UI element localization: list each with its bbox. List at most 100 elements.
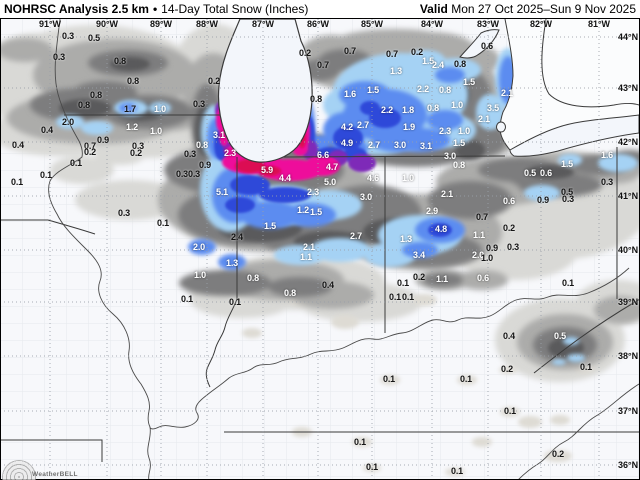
snow-total-value: 1.7: [124, 104, 136, 114]
snow-total-value: 0.8: [453, 160, 465, 170]
border-ia-mo: [0, 219, 96, 235]
snow-total-value: 1.9: [403, 122, 415, 132]
snow-total-value: 1.5: [561, 159, 573, 169]
snow-total-value: 1.6: [344, 89, 356, 99]
snow-total-value: 1.3: [226, 258, 238, 268]
snow-total-value: 2.4: [231, 232, 243, 242]
snow-total-value: 6.6: [317, 150, 329, 160]
snow-total-value: 2.2: [381, 105, 393, 115]
snowfall-shading: [0, 24, 640, 476]
snow-total-value: 0.8: [284, 288, 296, 298]
snow-total-value: 0.3: [118, 208, 130, 218]
snow-total-value: 1.2: [126, 122, 138, 132]
snow-total-value: 4.2: [341, 122, 353, 132]
ohio-river: [149, 267, 630, 430]
snow-total-value: 0.1: [383, 374, 395, 384]
rivers: [48, 18, 640, 480]
snow-total-value: 1.0: [458, 126, 470, 136]
snow-total-value: 2.7: [350, 231, 362, 241]
snow-total-value: 0.9: [199, 160, 211, 170]
snow-total-value: 0.1: [580, 362, 592, 372]
snow-total-value: 3.5: [487, 103, 499, 113]
latitude-label: 41°N: [618, 191, 639, 201]
border-ky-va: [533, 298, 640, 374]
longitude-label: 82°W: [529, 19, 553, 29]
map-header: NOHRSC Analysis 2.5 km • 14-Day Total Snow…: [0, 0, 640, 18]
snow-total-value: 0.1: [11, 177, 23, 187]
snow-total-value: 2.0: [472, 250, 484, 260]
snow-total-value: 5.1: [216, 187, 228, 197]
snow-total-value: 2.1: [478, 114, 490, 124]
snow-total-value: 0.1: [354, 437, 366, 447]
snow-total-value: 4.9: [341, 138, 353, 148]
snow-total-value: 0.1: [562, 278, 574, 288]
snow-total-value: 1.5: [264, 221, 276, 231]
snow-total-value: 1.5: [453, 138, 465, 148]
snow-total-value: 1.2: [297, 205, 309, 215]
snow-total-value: 0.9: [486, 243, 498, 253]
snow-total-value: 0.1: [157, 218, 169, 228]
snow-total-value: 0.3: [132, 141, 144, 151]
snow-total-value: 0.6: [540, 168, 552, 178]
snow-total-value: 0.5: [524, 168, 536, 178]
snow-total-value: 1.0: [402, 173, 414, 183]
snow-total-value: 3.0: [360, 192, 372, 202]
lake-huron-ontario-shore: [541, 18, 640, 108]
snow-total-value: 3.1: [213, 130, 225, 140]
snow-total-value: 0.6: [477, 273, 489, 283]
snow-total-value: 0.1: [504, 406, 516, 416]
snow-total-value: 0.5: [561, 187, 573, 197]
snow-total-value: 0.3: [193, 99, 205, 109]
snow-total-value: 0.7: [476, 212, 488, 222]
snow-total-value: 0.7: [344, 46, 356, 56]
snow-total-value: 0.1: [40, 170, 52, 180]
snow-total-value: 0.7: [386, 49, 398, 59]
snow-total-value: 2.3: [224, 148, 236, 158]
snow-total-value: 4.8: [435, 224, 447, 234]
snow-total-value: 1.1: [473, 230, 485, 240]
snow-total-value: 0.4: [503, 331, 515, 341]
snow-total-value: 1.3: [390, 66, 402, 76]
border-il-in: [205, 157, 238, 388]
snow-total-value: 4.7: [326, 162, 338, 172]
snow-total-value: 1.0: [451, 100, 463, 110]
snow-total-value: 0.8: [454, 59, 466, 69]
snow-total-value: 0.8: [127, 76, 139, 86]
snow-total-value: 0.4: [322, 280, 334, 290]
snow-total-value: 0.8: [247, 273, 259, 283]
snow-total-value: 0.9: [537, 195, 549, 205]
snow-total-value: 3.4: [413, 250, 425, 260]
longitude-label: 85°W: [360, 19, 384, 29]
snow-total-value: 0.2: [130, 148, 142, 158]
latitude-label: 38°N: [618, 351, 639, 361]
longitude-label: 86°W: [306, 19, 330, 29]
saginaw-bay: [459, 29, 500, 59]
canada-ontario: [500, 19, 639, 150]
snow-total-value: 0.8: [310, 94, 322, 104]
latitude-label: 37°N: [618, 406, 639, 416]
snow-total-value: 0.6: [503, 196, 515, 206]
latitude-label: 44°N: [618, 32, 639, 42]
snow-total-value: 0.4: [12, 140, 24, 150]
snow-total-value: 0.1: [402, 292, 414, 302]
snow-total-value: 0.7: [84, 141, 96, 151]
snow-total-value: 0.8: [114, 56, 126, 66]
snow-total-value: 0.2: [552, 449, 564, 459]
snow-total-value: 2.7: [368, 140, 380, 150]
snow-total-value: 0.3: [176, 169, 188, 179]
longitude-label: 81°W: [587, 19, 611, 29]
snow-total-value: 1.5: [310, 207, 322, 217]
latitude-label: 39°N: [618, 297, 639, 307]
snow-total-value: 2.0: [193, 242, 205, 252]
snow-total-value: 5.9: [261, 165, 273, 175]
weatherbell-brand-text: WeatherBELL: [32, 471, 78, 478]
snow-total-value: 1.0: [154, 104, 166, 114]
snow-total-value: 0.7: [317, 60, 329, 70]
lake-erie: [509, 114, 640, 157]
snow-total-value: 0.1: [366, 462, 378, 472]
longitude-label: 83°W: [476, 19, 500, 29]
snow-total-value: 4.4: [279, 173, 291, 183]
